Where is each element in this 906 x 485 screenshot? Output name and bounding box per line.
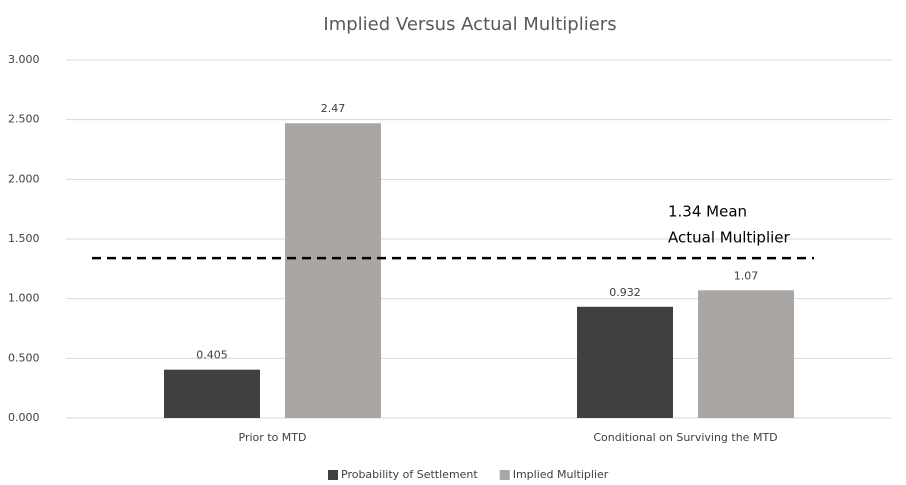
- chart-title: Implied Versus Actual Multipliers: [323, 14, 616, 35]
- bar: [164, 369, 260, 418]
- legend-label: Implied Multiplier: [513, 468, 609, 481]
- legend-label: Probability of Settlement: [341, 468, 478, 481]
- legend-swatch: [328, 470, 338, 480]
- y-tick-label: 1.000: [8, 292, 40, 305]
- bar: [698, 290, 794, 418]
- data-label: 0.405: [196, 349, 228, 362]
- bar: [577, 306, 673, 418]
- bar: [285, 123, 381, 418]
- legend-swatch: [499, 470, 510, 480]
- y-tick-label: 0.500: [8, 351, 40, 364]
- annotation: Actual Multiplier: [668, 229, 791, 247]
- y-tick-label: 2.000: [8, 172, 40, 185]
- x-tick-label: Conditional on Surviving the MTD: [593, 431, 777, 444]
- annotation: 1.34 Mean: [668, 203, 747, 221]
- data-label: 2.47: [321, 102, 346, 115]
- data-label: 1.07: [734, 269, 759, 282]
- y-tick-label: 2.500: [8, 113, 40, 126]
- y-tick-label: 0.000: [8, 411, 40, 424]
- data-label: 0.932: [609, 286, 641, 299]
- x-tick-label: Prior to MTD: [239, 431, 307, 444]
- y-tick-label: 1.500: [8, 232, 40, 245]
- y-tick-label: 3.000: [8, 53, 40, 66]
